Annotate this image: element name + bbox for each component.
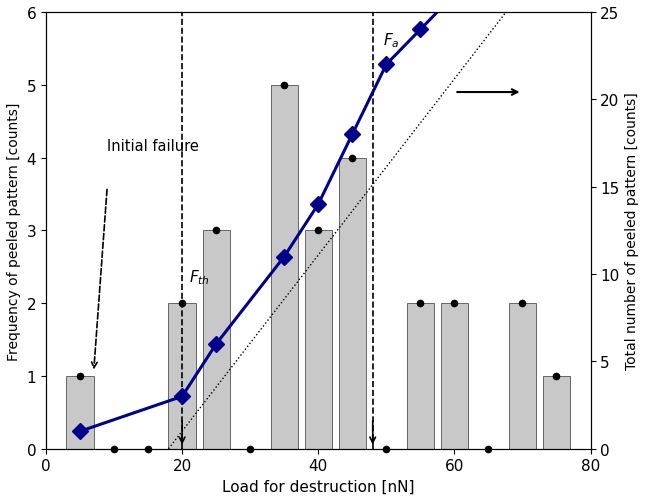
Text: Initial failure: Initial failure [107,139,199,154]
Text: $F_a$: $F_a$ [383,32,399,50]
Bar [407,304,434,449]
Text: $F_{th}$: $F_{th}$ [189,268,210,287]
Bar [339,158,366,449]
Bar [203,231,230,449]
Bar [169,304,196,449]
Y-axis label: Frequency of peeled pattern [counts]: Frequency of peeled pattern [counts] [7,102,21,360]
Bar [271,86,298,449]
Bar [441,304,468,449]
Bar [543,376,570,449]
Bar [67,376,94,449]
Y-axis label: Total number of peeled pattern [counts]: Total number of peeled pattern [counts] [625,92,639,370]
X-axis label: Load for destruction [nN]: Load for destruction [nN] [222,479,415,494]
Bar [305,231,332,449]
Bar [509,304,536,449]
